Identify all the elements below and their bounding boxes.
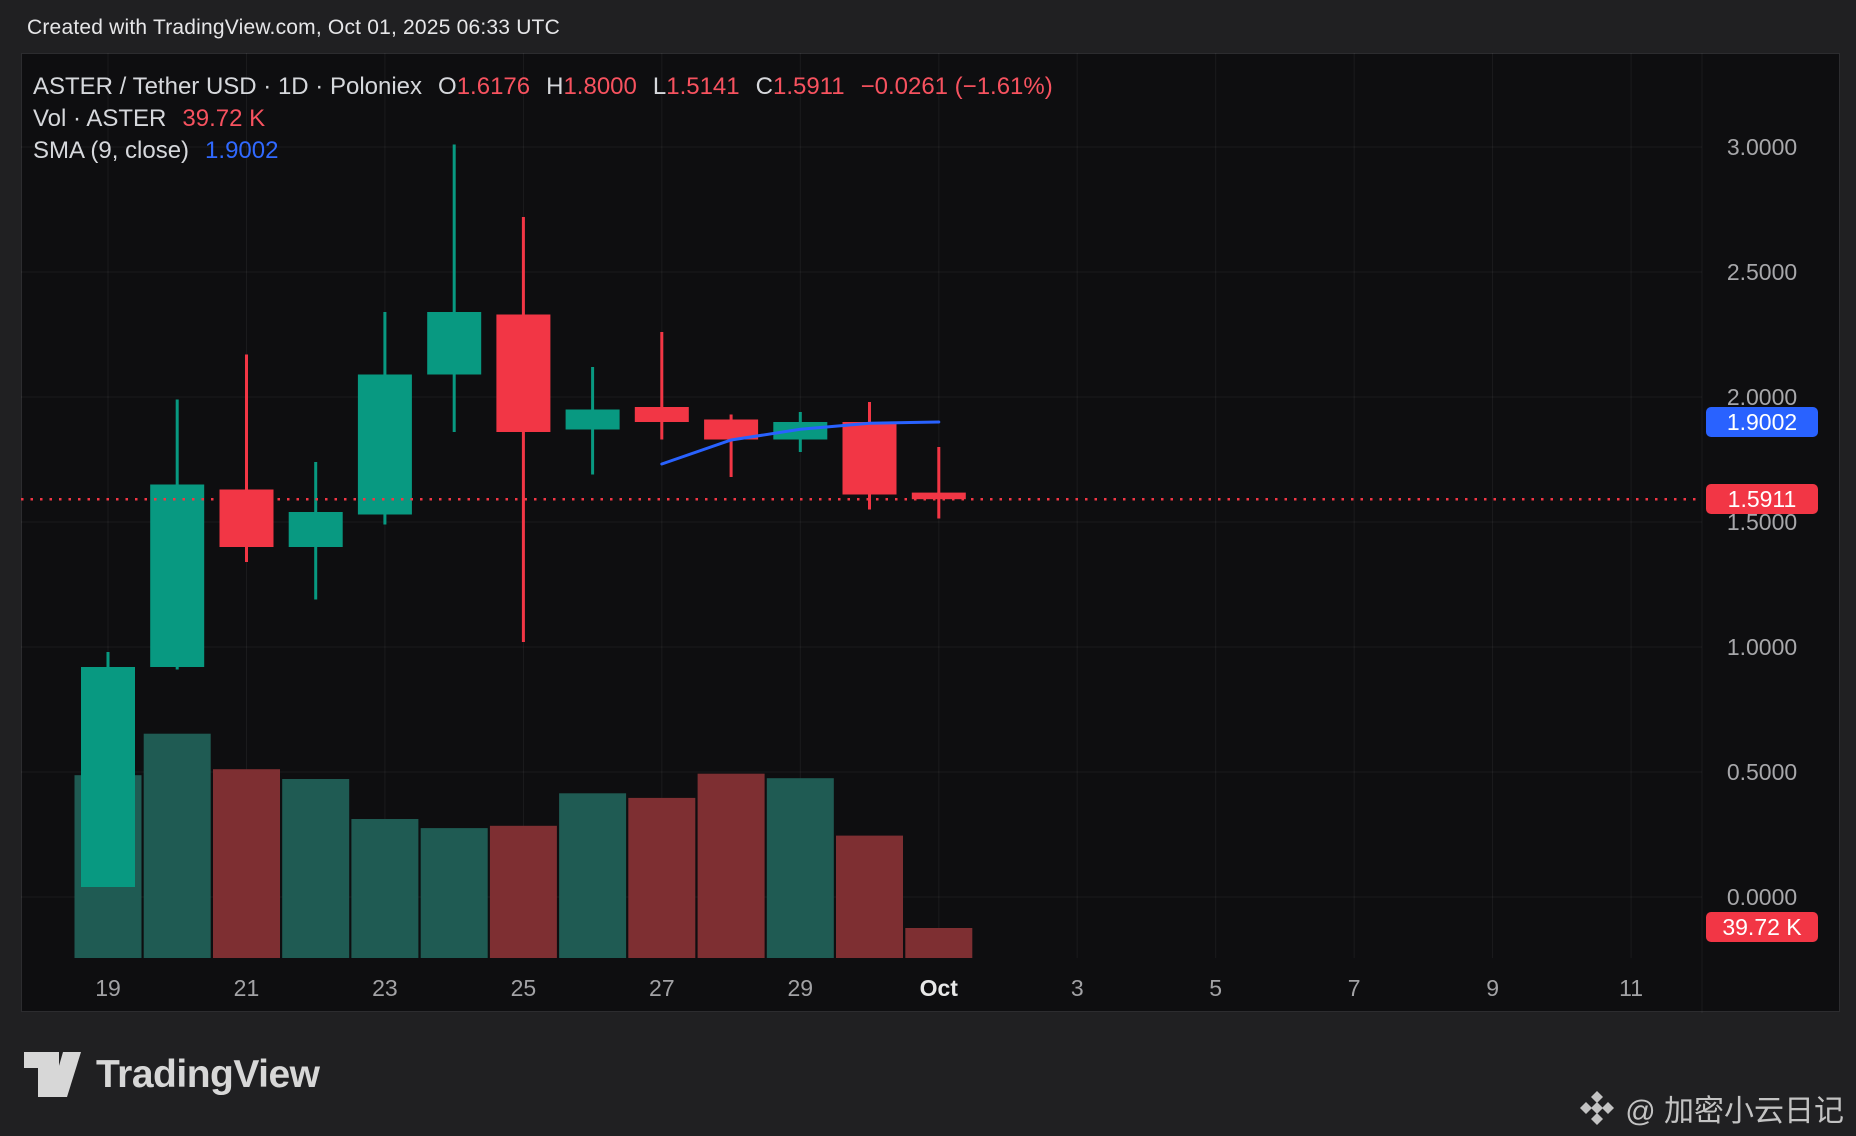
time-tick-label: 5: [1209, 974, 1223, 1001]
time-tick-label: 27: [649, 974, 675, 1001]
time-tick-label: 19: [95, 974, 121, 1001]
time-tick-label: 29: [787, 974, 814, 1001]
legend-symbol-row: ASTER / Tether USD · 1D · Poloniex O 1.61…: [33, 73, 1053, 101]
time-tick-label: 21: [233, 974, 260, 1001]
author-watermark: @ 加密小云日记: [1578, 1086, 1844, 1130]
change-value: −0.0261 (−1.61%): [860, 73, 1053, 100]
legend-sma-row: SMA (9, close) 1.9002: [33, 137, 278, 165]
close-value: C 1.5911: [755, 73, 845, 100]
time-tick-label: 3: [1070, 974, 1084, 1001]
attribution-note: Created with TradingView.com, Oct 01, 20…: [27, 16, 560, 39]
volume-value: 39.72 K: [182, 105, 266, 132]
sma-price-badge: 1.9002: [1706, 407, 1818, 437]
open-value: O 1.6176: [438, 73, 531, 100]
tradingview-logo-text: TradingView: [96, 1053, 320, 1096]
time-tick-label: 25: [510, 974, 537, 1001]
binance-diamond-icon: [1580, 1091, 1615, 1125]
legend-volume-row: Vol · ASTER 39.72 K: [33, 105, 265, 133]
high-value: H 1.8000: [546, 73, 637, 100]
sma-label: SMA (9, close): [33, 137, 190, 164]
time-tick-label: 7: [1347, 974, 1361, 1001]
volume-label: Vol · ASTER: [33, 105, 167, 132]
symbol-title: ASTER / Tether USD · 1D · Poloniex: [33, 73, 423, 100]
low-value: L 1.5141: [652, 73, 740, 100]
price-tick-label: 0.0000: [1726, 883, 1798, 910]
last-price-badge: 1.5911: [1706, 484, 1818, 514]
tradingview-logo-icon: [24, 1052, 81, 1097]
time-tick-label: 9: [1486, 974, 1499, 1001]
price-tick-label: 2.0000: [1726, 383, 1798, 410]
volume-badge: 39.72 K: [1706, 912, 1818, 942]
price-tick-label: 1.0000: [1726, 633, 1798, 660]
tradingview-logo[interactable]: TradingView: [24, 1052, 320, 1098]
time-tick-label: 23: [372, 974, 398, 1001]
watermark-text: @ 加密小云日记: [1625, 1095, 1844, 1128]
sma-value: 1.9002: [205, 137, 279, 164]
price-tick-label: 0.5000: [1726, 758, 1798, 785]
time-tick-label: Oct: [919, 974, 958, 1001]
price-tick-label: 2.5000: [1726, 258, 1798, 285]
time-tick-label: 11: [1619, 974, 1643, 1001]
price-tick-label: 3.0000: [1726, 133, 1798, 160]
price-tick-label: 1.5000: [1726, 508, 1798, 535]
